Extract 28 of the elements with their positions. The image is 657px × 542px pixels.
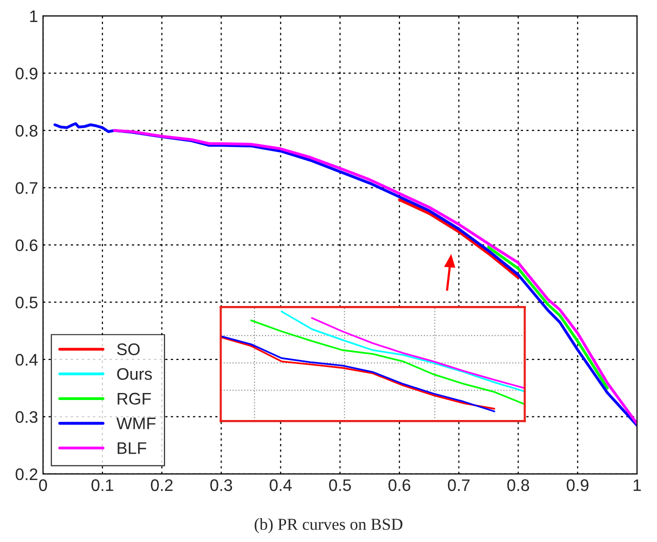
legend-label: WMF: [116, 418, 156, 430]
y-tick-label: 0.7: [16, 182, 38, 194]
y-tick-label: 0.8: [16, 124, 38, 137]
x-tick-label: 0.3: [210, 479, 232, 492]
x-tick-label: 1: [634, 479, 641, 491]
x-tick-label: 0: [39, 479, 48, 492]
y-tick-label: 0.9: [16, 68, 38, 80]
legend-label: RGF: [118, 392, 151, 405]
legend-label: Ours: [117, 368, 152, 380]
x-tick-label: 0.9: [566, 479, 588, 492]
x-tick-label: 0.1: [92, 479, 114, 492]
x-tick-label: 0.4: [270, 479, 292, 492]
y-tick-label: 0.5: [16, 296, 38, 308]
y-tick-label: 1: [30, 10, 38, 22]
y-tick-label: 0.3: [16, 411, 38, 423]
line-series: [398, 198, 520, 280]
legend-label: BLF: [118, 442, 146, 454]
y-tick-label: 0.4: [16, 354, 38, 366]
x-tick-label: 0.7: [448, 479, 470, 492]
line-series: [487, 246, 609, 390]
y-tick-label: 0.2: [16, 468, 38, 480]
legend-label: SO: [117, 343, 140, 356]
x-tick-label: 0.6: [388, 479, 410, 492]
x-tick-label: 0.8: [507, 479, 530, 492]
x-tick-label: 0.2: [150, 479, 173, 492]
y-tick-label: 0.6: [16, 239, 38, 252]
x-tick-label: 0.5: [329, 479, 351, 492]
text: (b) PR curves on BSD: [254, 518, 402, 534]
